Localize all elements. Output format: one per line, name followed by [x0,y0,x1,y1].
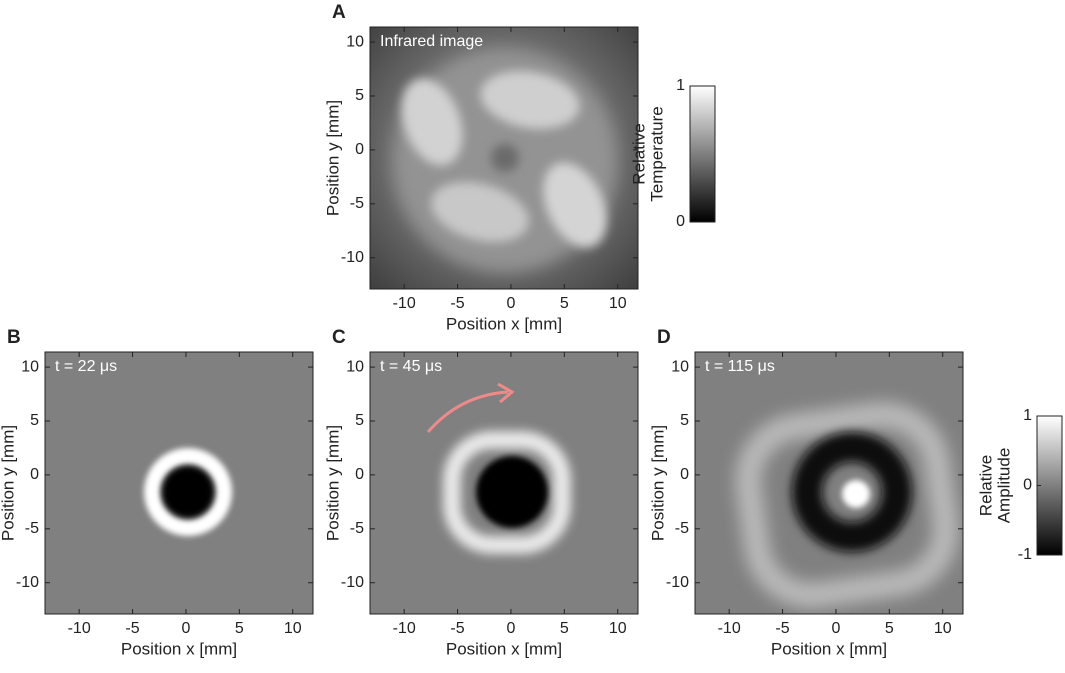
colorbar-label: Amplitude [994,448,1013,524]
x-axis-label: Position x [mm] [771,639,887,658]
x-tick-label: 0 [831,620,840,637]
y-tick-label: -5 [675,520,689,537]
y-axis-label: Position y [mm] [323,425,342,541]
x-tick-label: -10 [393,295,416,312]
y-tick-label: 5 [30,412,39,429]
annotation: Infrared image [380,33,483,50]
y-axis-label: Position y [mm] [323,100,342,216]
x-axis-label: Position x [mm] [446,314,562,333]
amplitude-image [695,352,963,614]
x-tick-label: 10 [284,620,302,637]
colorbar-tick-label: -1 [1018,546,1032,563]
x-tick-label: -10 [718,620,741,637]
colorbar-tick-label: 1 [1023,407,1032,424]
x-tick-label: 0 [506,295,515,312]
y-tick-label: -5 [350,520,364,537]
x-tick-label: 0 [181,620,190,637]
panel-label: D [657,327,671,348]
y-tick-label: 10 [346,358,364,375]
x-tick-label: 5 [560,620,569,637]
x-tick-label: -5 [450,620,464,637]
y-tick-label: 5 [680,412,689,429]
x-axis-label: Position x [mm] [121,639,237,658]
y-tick-label: 0 [30,466,39,483]
x-tick-label: -5 [125,620,139,637]
x-tick-label: 5 [235,620,244,637]
x-tick-label: 5 [885,620,894,637]
x-tick-label: 10 [609,620,627,637]
x-tick-label: 5 [560,295,569,312]
infrared-image [370,27,638,289]
y-tick-label: -5 [350,195,364,212]
x-tick-label: 0 [506,620,515,637]
colorbar [1036,415,1063,556]
colorbar-label: Relative [629,123,648,184]
y-axis-label: Position y [mm] [0,425,17,541]
x-tick-label: -5 [775,620,789,637]
colorbar [689,85,716,223]
y-tick-label: 10 [671,358,689,375]
y-tick-label: 10 [21,358,39,375]
x-tick-label: -10 [68,620,91,637]
y-tick-label: 5 [355,412,364,429]
y-tick-label: -10 [341,574,364,591]
plot-frame [369,26,639,290]
amplitude-image [370,352,638,614]
colorbar-tick-label: 0 [676,213,685,230]
x-tick-label: -10 [393,620,416,637]
colorbar-label: Temperature [647,106,666,201]
plot-frame [44,351,314,615]
y-tick-label: 0 [355,141,364,158]
amplitude-image [45,352,313,614]
x-tick-label: 10 [934,620,952,637]
y-tick-label: 5 [355,87,364,104]
x-tick-label: 10 [609,295,627,312]
colorbar-tick-label: 1 [676,77,685,94]
y-tick-label: -10 [341,249,364,266]
y-axis-label: Position y [mm] [648,425,667,541]
panel-label: B [7,327,21,348]
annotation: t = 115 μs [705,358,775,375]
x-tick-label: -5 [450,295,464,312]
plot-frame [694,351,964,615]
y-tick-label: 10 [346,33,364,50]
panel-label: C [332,327,346,348]
annotation: t = 45 μs [380,358,442,375]
colorbar-tick-label: 0 [1023,477,1032,494]
plot-frame [369,351,639,615]
y-tick-label: 0 [355,466,364,483]
y-tick-label: -10 [16,574,39,591]
annotation: t = 22 μs [55,358,117,375]
y-tick-label: -10 [666,574,689,591]
colorbar-label: Relative [976,455,995,516]
x-axis-label: Position x [mm] [446,639,562,658]
y-tick-label: 0 [680,466,689,483]
y-tick-label: -5 [25,520,39,537]
panel-label: A [332,2,346,23]
